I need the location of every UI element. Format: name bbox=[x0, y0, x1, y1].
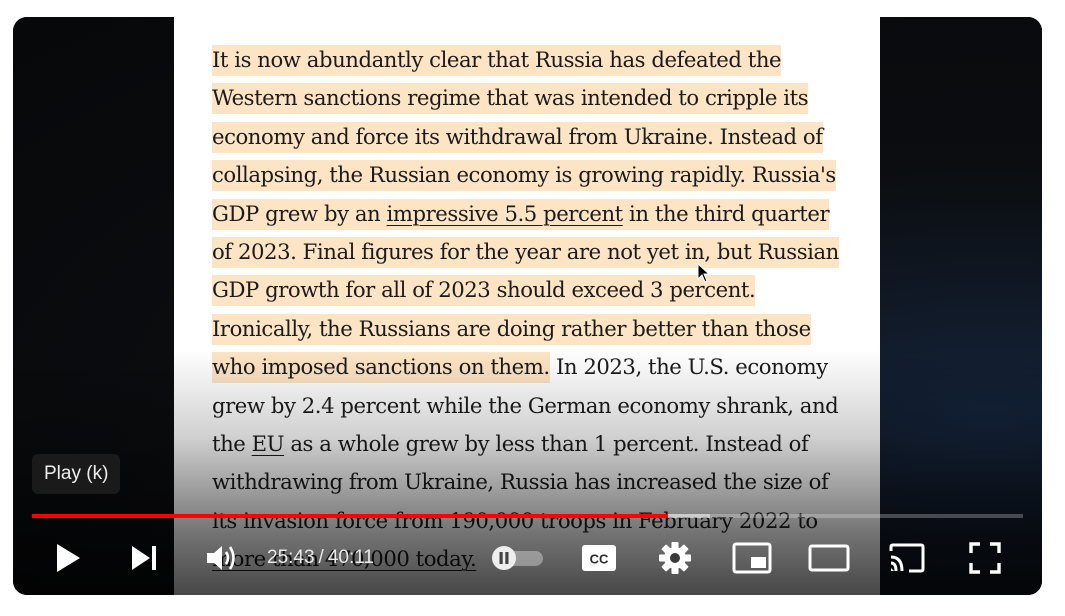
current-time: 25:43 bbox=[267, 547, 315, 568]
next-icon bbox=[132, 546, 156, 570]
time-display: 25:43/40:11 bbox=[267, 530, 374, 586]
cast-icon bbox=[889, 543, 925, 573]
article-line: who imposed sanctions on them. In 2023, … bbox=[212, 348, 862, 386]
article-line: Western sanctions regime that was intend… bbox=[212, 79, 862, 117]
play-icon bbox=[57, 544, 80, 572]
article-link[interactable]: EU bbox=[251, 430, 285, 456]
article-line: GDP growth for all of 2023 should exceed… bbox=[212, 271, 862, 309]
miniplayer-icon bbox=[732, 542, 772, 574]
duration: 40:11 bbox=[327, 547, 374, 568]
subtitles-button[interactable]: CC bbox=[575, 530, 623, 586]
highlighted-text: who imposed sanctions on them. bbox=[212, 352, 550, 384]
cast-button[interactable] bbox=[883, 530, 931, 586]
subtitles-icon: CC bbox=[582, 545, 616, 571]
highlighted-text: It is now abundantly clear that Russia h… bbox=[212, 45, 782, 76]
article-line: economy and force its withdrawal from Uk… bbox=[212, 118, 862, 156]
autoplay-toggle-icon bbox=[492, 546, 543, 570]
next-button[interactable] bbox=[121, 530, 167, 586]
article-line: of 2023. Final figures for the year are … bbox=[212, 233, 862, 271]
settings-button[interactable] bbox=[651, 530, 699, 586]
article-link[interactable]: impressive 5.5 percent bbox=[386, 200, 624, 226]
article-text: It is now abundantly clear that Russia h… bbox=[212, 41, 862, 578]
svg-text:CC: CC bbox=[590, 552, 609, 567]
text-segment: In 2023, the U.S. economy bbox=[549, 354, 828, 380]
article-line: GDP grew by an impressive 5.5 percent in… bbox=[212, 195, 862, 233]
highlighted-text: collapsing, the Russian economy is growi… bbox=[212, 160, 836, 192]
text-segment: the bbox=[212, 430, 252, 456]
player-controls: 25:43/40:11 CC bbox=[13, 530, 1042, 586]
article-line: It is now abundantly clear that Russia h… bbox=[212, 41, 862, 79]
article-line: the EU as a whole grew by less than 1 pe… bbox=[212, 425, 862, 463]
play-tooltip: Play (k) bbox=[32, 454, 121, 494]
fullscreen-button[interactable] bbox=[961, 530, 1009, 586]
article-page: It is now abundantly clear that Russia h… bbox=[174, 17, 880, 595]
mouse-cursor-icon bbox=[697, 263, 711, 283]
highlighted-text: of 2023. Final figures for the year are … bbox=[212, 236, 839, 268]
theater-mode-icon bbox=[808, 544, 850, 572]
volume-icon bbox=[207, 546, 235, 570]
text-segment: withdrawing from Ukraine, Russia has inc… bbox=[212, 469, 829, 495]
text-segment: as a whole grew by less than 1 percent. … bbox=[284, 430, 809, 456]
fullscreen-icon bbox=[969, 542, 1001, 574]
highlighted-text: Western sanctions regime that was intend… bbox=[212, 83, 809, 115]
article-line: Ironically, the Russians are doing rathe… bbox=[212, 310, 862, 348]
text-segment: grew by 2.4 percent while the German eco… bbox=[212, 392, 839, 418]
highlighted-text: economy and force its withdrawal from Uk… bbox=[212, 121, 823, 153]
text-segment: its invasion force from 190,000 troops i… bbox=[212, 507, 818, 533]
article-line: withdrawing from Ukraine, Russia has inc… bbox=[212, 463, 862, 501]
highlighted-text: GDP grew by an impressive 5.5 percent in… bbox=[212, 198, 830, 230]
play-button[interactable] bbox=[45, 530, 91, 586]
video-player[interactable]: It is now abundantly clear that Russia h… bbox=[13, 17, 1042, 595]
highlighted-text: GDP growth for all of 2023 should exceed… bbox=[212, 275, 756, 307]
text-segment: GDP grew by an bbox=[212, 200, 387, 226]
progress-bar[interactable] bbox=[32, 514, 1023, 518]
settings-icon bbox=[659, 542, 691, 574]
time-separator: / bbox=[318, 547, 324, 568]
autoplay-toggle[interactable] bbox=[487, 530, 547, 586]
text-segment: in the third quarter bbox=[622, 200, 830, 226]
mute-button[interactable] bbox=[199, 530, 245, 586]
miniplayer-button[interactable] bbox=[727, 530, 777, 586]
theater-mode-button[interactable] bbox=[803, 530, 855, 586]
highlighted-text: Ironically, the Russians are doing rathe… bbox=[212, 313, 811, 345]
progress-played bbox=[32, 514, 669, 518]
article-line: collapsing, the Russian economy is growi… bbox=[212, 156, 862, 194]
article-line: grew by 2.4 percent while the German eco… bbox=[212, 387, 862, 425]
